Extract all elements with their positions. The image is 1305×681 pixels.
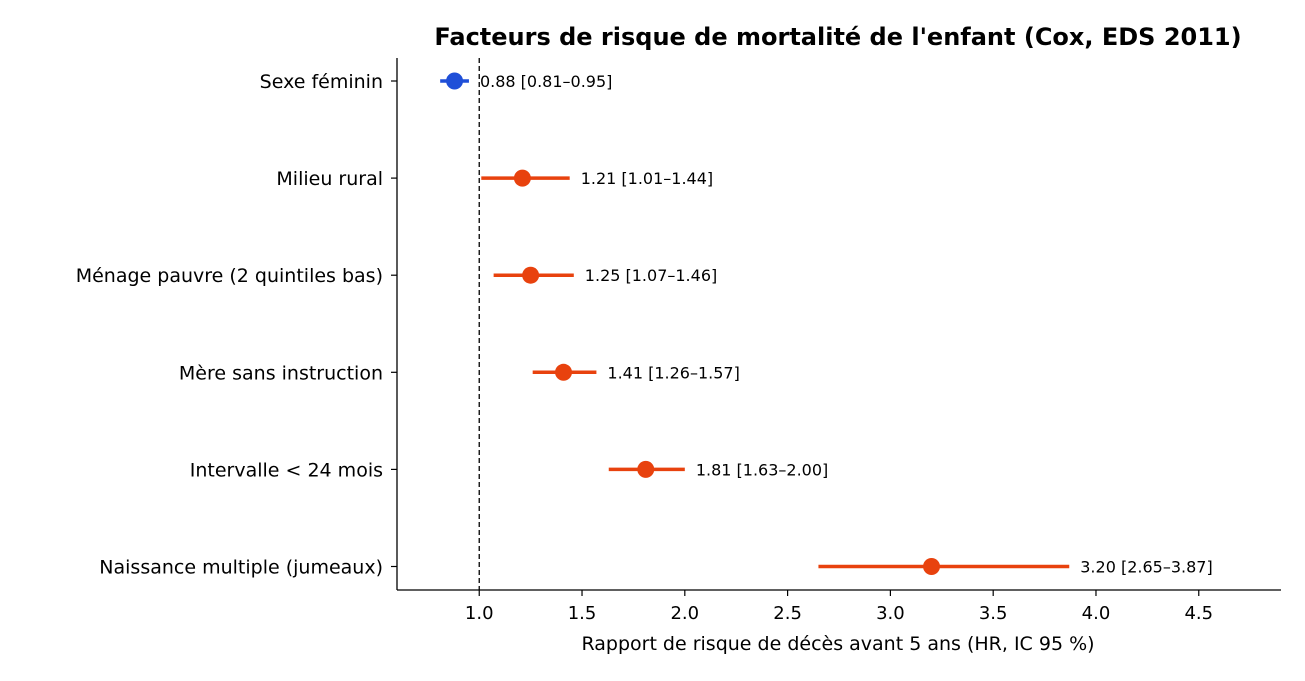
y-tick-label: Naissance multiple (jumeaux) bbox=[99, 557, 383, 579]
x-tick-label: 4.5 bbox=[1184, 603, 1213, 624]
x-tick-label: 3.5 bbox=[979, 603, 1008, 624]
hr-annotation: 3.20 [2.65–3.87] bbox=[1080, 558, 1212, 577]
hr-annotation: 1.81 [1.63–2.00] bbox=[696, 460, 828, 479]
y-tick-label: Intervalle < 24 mois bbox=[190, 459, 383, 481]
hr-point bbox=[637, 460, 655, 478]
chart-title: Facteurs de risque de mortalité de l'enf… bbox=[434, 23, 1241, 51]
y-tick-label: Sexe féminin bbox=[260, 71, 383, 93]
y-tick-label: Milieu rural bbox=[276, 168, 383, 190]
hr-point bbox=[522, 266, 540, 284]
plot-area: 1.0 1.5 2.0 2.5 3.0 3.5 4.0 4.5 Sexe féminin 0.88… bbox=[76, 58, 1281, 624]
hr-point bbox=[923, 558, 941, 575]
x-tick-label: 1.0 bbox=[465, 603, 494, 624]
hr-point bbox=[513, 169, 531, 187]
hr-point bbox=[446, 72, 464, 90]
x-tick-label: 3.0 bbox=[876, 603, 905, 624]
y-tick-label: Mère sans instruction bbox=[179, 362, 383, 384]
x-axis-label: Rapport de risque de décès avant 5 ans (… bbox=[581, 633, 1094, 655]
x-tick-label: 2.5 bbox=[773, 603, 802, 624]
hr-annotation: 1.25 [1.07–1.46] bbox=[585, 266, 717, 285]
hr-annotation: 1.41 [1.26–1.57] bbox=[607, 363, 739, 382]
hr-annotation: 0.88 [0.81–0.95] bbox=[480, 72, 612, 91]
hr-annotation: 1.21 [1.01–1.44] bbox=[581, 169, 713, 188]
x-tick-label: 4.0 bbox=[1082, 603, 1111, 624]
hr-point bbox=[555, 363, 573, 381]
x-tick-label: 1.5 bbox=[568, 603, 597, 624]
y-tick-label: Ménage pauvre (2 quintiles bas) bbox=[76, 265, 383, 287]
x-tick-label: 2.0 bbox=[670, 603, 699, 624]
